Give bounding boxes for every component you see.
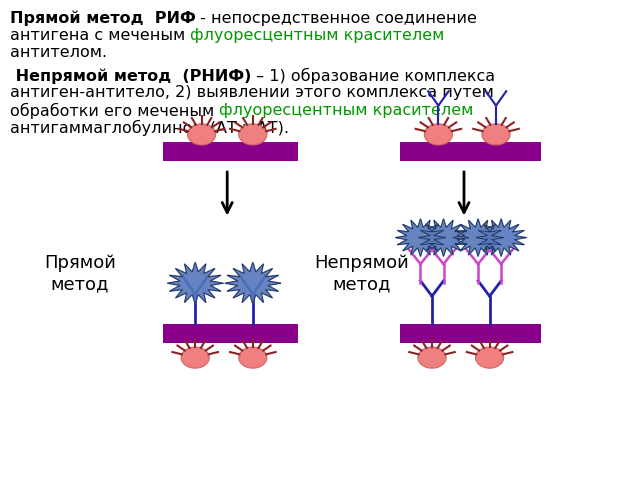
Text: – 1) образование комплекса: – 1) образование комплекса (251, 68, 495, 84)
Polygon shape (225, 263, 280, 304)
Polygon shape (476, 219, 526, 256)
Text: Прямой метод  РИФ: Прямой метод РИФ (10, 11, 195, 26)
Polygon shape (453, 219, 503, 256)
Text: Прямой
метод: Прямой метод (44, 254, 116, 293)
Text: Непрямой метод  (РНИФ): Непрямой метод (РНИФ) (10, 68, 251, 84)
Circle shape (239, 347, 267, 368)
Circle shape (418, 347, 446, 368)
Text: антиген-антитело, 2) выявлении этого комплекса путем: антиген-антитело, 2) выявлении этого ком… (10, 85, 493, 100)
Circle shape (239, 124, 267, 145)
Text: антигаммаглобулином (АТ к АТ).: антигаммаглобулином (АТ к АТ). (10, 120, 289, 136)
Bar (400, 324, 541, 343)
Text: обработки его меченым: обработки его меченым (10, 103, 219, 119)
Circle shape (482, 124, 510, 145)
Text: Непрямой
метод: Непрямой метод (314, 254, 409, 293)
Bar (163, 324, 298, 343)
Bar (400, 142, 541, 161)
Polygon shape (396, 219, 445, 256)
Text: - непосредственное соединение: - непосредственное соединение (195, 11, 477, 25)
Circle shape (476, 347, 504, 368)
Polygon shape (168, 263, 223, 304)
Bar (163, 142, 298, 161)
Text: антигена с меченым: антигена с меченым (10, 28, 190, 43)
Circle shape (188, 124, 216, 145)
Text: флуоресцентным красителем: флуоресцентным красителем (219, 103, 474, 118)
Polygon shape (419, 219, 468, 256)
Text: антителом.: антителом. (10, 45, 107, 60)
Text: флуоресцентным красителем: флуоресцентным красителем (190, 28, 444, 43)
Circle shape (424, 124, 452, 145)
Circle shape (181, 347, 209, 368)
